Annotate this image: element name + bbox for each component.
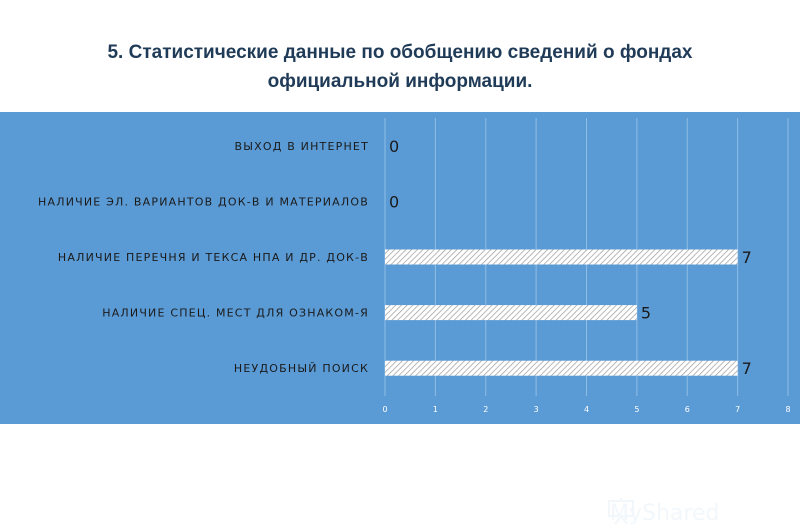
data-label: 7 bbox=[742, 359, 752, 378]
slide-title: 5. Статистические данные по обобщению св… bbox=[107, 42, 693, 92]
category-label: НАЛИЧИЕ ПЕРЕЧНЯ И ТЕКСА НПА И ДР. ДОК-В bbox=[58, 251, 369, 264]
myshared-watermark: MyShared bbox=[606, 496, 719, 530]
x-tick-label: 5 bbox=[634, 405, 639, 414]
category-label: НАЛИЧИЕ ЭЛ. ВАРИАНТОВ ДОК-В И МАТЕРИАЛОВ bbox=[38, 195, 369, 208]
category-label: ВЫХОД В ИНТЕРНЕТ bbox=[234, 140, 369, 153]
data-label: 5 bbox=[641, 304, 651, 323]
category-label: НЕУДОБНЫЙ ПОИСК bbox=[234, 362, 369, 375]
x-tick-label: 1 bbox=[433, 405, 438, 414]
category-label: НАЛИЧИЕ СПЕЦ. МЕСТ ДЛЯ ОЗНАКОМ-Я bbox=[102, 307, 369, 320]
x-tick-label: 8 bbox=[785, 405, 790, 414]
chart-panel: 0 1 2 3 4 5 6 7 8 ВЫХОД В ИНТЕРНЕТ 0 НАЛИЧИЕ ЭЛ. ВА… bbox=[0, 112, 800, 526]
data-label: 7 bbox=[742, 248, 752, 267]
x-tick-label: 7 bbox=[735, 405, 740, 414]
projector-screen-icon bbox=[608, 498, 634, 525]
bar bbox=[385, 305, 637, 321]
bar bbox=[385, 249, 738, 265]
bar bbox=[385, 360, 738, 376]
x-tick-label: 3 bbox=[534, 405, 539, 414]
x-tick-label: 0 bbox=[382, 405, 387, 414]
x-tick-label: 2 bbox=[483, 405, 488, 414]
bar-chart: 0 1 2 3 4 5 6 7 8 ВЫХОД В ИНТЕРНЕТ 0 НАЛИЧИЕ ЭЛ. ВА… bbox=[38, 118, 791, 414]
x-tick-label: 6 bbox=[685, 405, 690, 414]
x-tick-label: 4 bbox=[584, 405, 589, 414]
data-label: 0 bbox=[389, 192, 399, 211]
data-label: 0 bbox=[389, 137, 399, 156]
